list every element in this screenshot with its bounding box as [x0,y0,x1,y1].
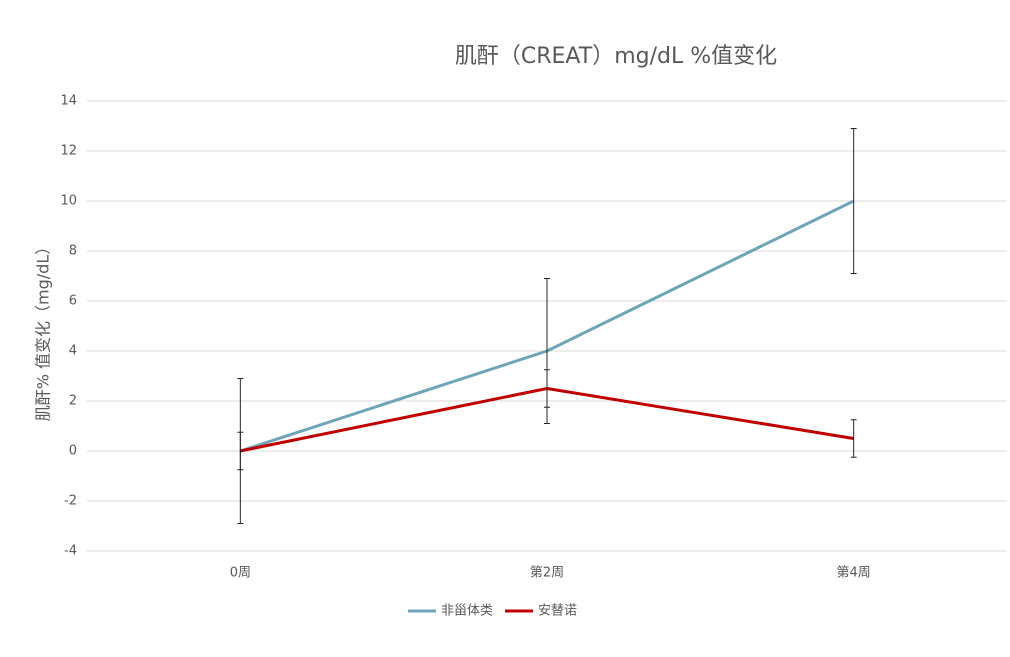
y-tick-label: -2 [64,494,77,509]
y-tick-label: 6 [69,294,77,309]
error-bar [544,369,550,408]
x-tick-label: 第4周 [837,566,871,581]
x-tick-label: 第2周 [530,566,564,581]
error-bar [850,128,857,274]
y-tick-label: 8 [69,244,77,259]
y-axis-label: 肌酐% 值变化（mg/dL） [34,239,53,422]
y-tick-label: 14 [60,94,77,109]
legend-label: 安替诺 [538,604,577,619]
chart-title: 肌酐（CREAT）mg/dL %值变化 [455,44,777,69]
x-tick-label: 0周 [230,566,251,581]
y-tick-label: 0 [69,444,77,459]
legend-label: 非甾体类 [441,604,493,619]
y-tick-label: 12 [60,144,77,159]
error-bar [237,431,244,471]
y-tick-label: 4 [69,344,77,359]
y-tick-label: -4 [64,544,77,559]
y-tick-label: 10 [60,194,77,209]
error-bar [850,419,857,458]
y-tick-label: 2 [69,394,77,409]
